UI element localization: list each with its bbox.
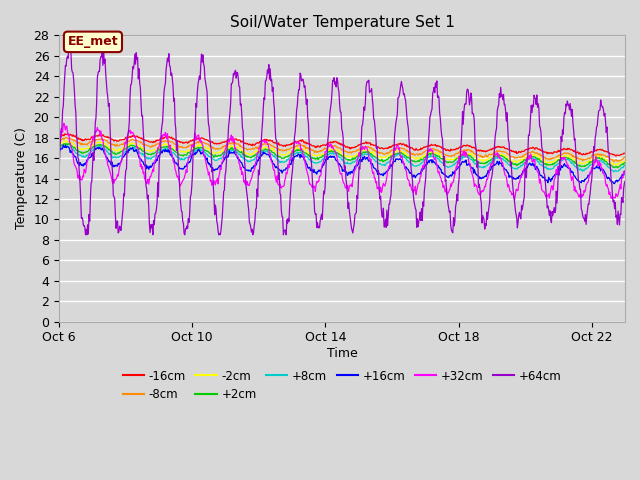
Line: +16cm: +16cm xyxy=(59,145,625,183)
+64cm xyxy=(489,162,497,168)
+32cm xyxy=(488,160,496,166)
-8cm xyxy=(610,159,618,165)
-8cm xyxy=(132,137,140,143)
-8cm xyxy=(488,152,496,157)
+2cm xyxy=(55,144,63,150)
+2cm xyxy=(65,141,73,146)
+64cm xyxy=(172,120,179,125)
+2cm xyxy=(132,143,140,149)
-2cm xyxy=(55,142,63,147)
-16cm xyxy=(171,137,179,143)
-8cm xyxy=(171,141,179,147)
+8cm xyxy=(132,147,140,153)
-16cm xyxy=(120,137,128,143)
+64cm xyxy=(121,175,129,181)
Line: -8cm: -8cm xyxy=(59,137,625,162)
+8cm xyxy=(488,157,496,163)
-8cm xyxy=(349,149,356,155)
+32cm xyxy=(171,161,179,167)
+2cm xyxy=(120,146,128,152)
+16cm xyxy=(120,153,128,158)
+16cm xyxy=(488,164,496,170)
-16cm xyxy=(488,146,496,152)
+8cm xyxy=(621,163,629,168)
+32cm xyxy=(60,120,68,126)
-2cm xyxy=(613,163,621,168)
-2cm xyxy=(488,153,496,159)
+64cm xyxy=(65,40,73,46)
Line: -2cm: -2cm xyxy=(59,141,625,166)
Line: +64cm: +64cm xyxy=(59,43,625,235)
+8cm xyxy=(397,152,404,158)
-16cm xyxy=(612,153,620,159)
+2cm xyxy=(621,159,629,165)
+32cm xyxy=(349,177,356,182)
+8cm xyxy=(171,151,179,157)
+64cm xyxy=(133,56,141,62)
+16cm xyxy=(60,142,67,148)
+8cm xyxy=(349,159,356,165)
Legend: -16cm, -8cm, -2cm, +2cm, +8cm, +16cm, +32cm, +64cm: -16cm, -8cm, -2cm, +2cm, +8cm, +16cm, +3… xyxy=(118,365,566,406)
-2cm xyxy=(621,157,629,163)
+8cm xyxy=(60,143,67,149)
Text: EE_met: EE_met xyxy=(68,36,118,48)
+2cm xyxy=(488,156,496,162)
-2cm xyxy=(132,141,140,147)
+64cm xyxy=(621,179,629,184)
-16cm xyxy=(397,141,404,146)
Title: Soil/Water Temperature Set 1: Soil/Water Temperature Set 1 xyxy=(230,15,454,30)
+8cm xyxy=(55,148,63,154)
+32cm xyxy=(132,141,140,146)
-16cm xyxy=(132,133,140,139)
-16cm xyxy=(349,145,356,151)
+64cm xyxy=(82,232,90,238)
-8cm xyxy=(62,134,70,140)
+16cm xyxy=(132,147,140,153)
-2cm xyxy=(349,153,356,159)
+2cm xyxy=(349,155,356,161)
+16cm xyxy=(55,147,63,153)
Line: +2cm: +2cm xyxy=(59,144,625,168)
Y-axis label: Temperature (C): Temperature (C) xyxy=(15,128,28,229)
+32cm xyxy=(397,155,404,161)
+32cm xyxy=(55,136,63,142)
-8cm xyxy=(55,137,63,143)
+8cm xyxy=(120,149,128,155)
+8cm xyxy=(610,169,618,175)
-8cm xyxy=(397,145,404,151)
X-axis label: Time: Time xyxy=(326,347,358,360)
Line: +8cm: +8cm xyxy=(59,146,625,172)
+32cm xyxy=(621,168,629,174)
+2cm xyxy=(614,165,622,170)
-2cm xyxy=(120,144,128,150)
-8cm xyxy=(621,155,629,161)
+64cm xyxy=(397,79,405,84)
+64cm xyxy=(55,169,63,175)
+2cm xyxy=(171,148,179,154)
-16cm xyxy=(61,131,68,137)
+16cm xyxy=(621,170,629,176)
-8cm xyxy=(120,140,128,145)
-16cm xyxy=(55,133,63,139)
Line: +32cm: +32cm xyxy=(59,123,625,200)
+16cm xyxy=(349,169,356,175)
+2cm xyxy=(397,150,404,156)
+16cm xyxy=(610,180,618,186)
-2cm xyxy=(60,138,68,144)
+32cm xyxy=(511,197,518,203)
-16cm xyxy=(621,150,629,156)
Line: -16cm: -16cm xyxy=(59,134,625,156)
+16cm xyxy=(171,158,179,164)
+16cm xyxy=(397,156,404,162)
+64cm xyxy=(349,225,357,231)
+32cm xyxy=(120,144,128,150)
-2cm xyxy=(397,149,404,155)
-2cm xyxy=(171,145,179,151)
